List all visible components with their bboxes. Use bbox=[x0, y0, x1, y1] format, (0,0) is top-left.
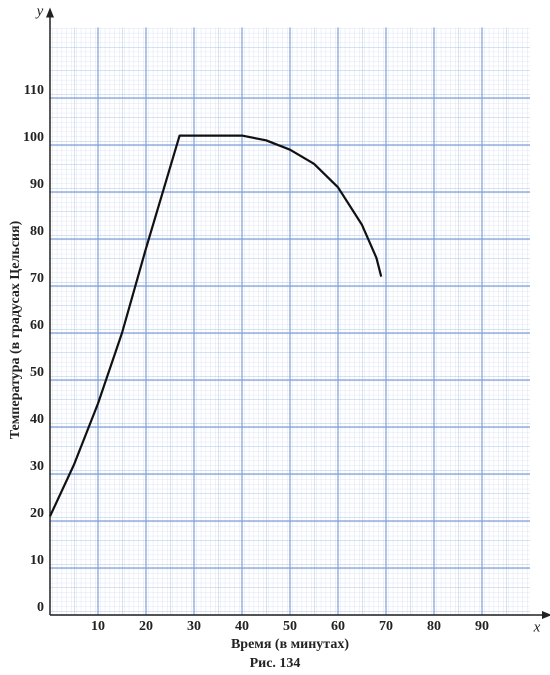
y-tick-label: 10 bbox=[30, 553, 44, 568]
x-tick-label: 70 bbox=[379, 619, 393, 634]
x-axis-label: Время (в минутах) bbox=[231, 637, 349, 652]
y-tick-label: 70 bbox=[30, 271, 44, 286]
y-tick-label: 20 bbox=[30, 506, 44, 521]
y-tick-label: 100 bbox=[23, 130, 44, 145]
caption: Рис. 134 bbox=[250, 656, 301, 671]
y-tick-label: 30 bbox=[30, 459, 44, 474]
y-arrow bbox=[46, 7, 54, 18]
x-arrow bbox=[542, 611, 550, 619]
y-tick-label: 60 bbox=[30, 318, 44, 333]
y-tick-label: 110 bbox=[24, 83, 44, 98]
x-tick-label: 20 bbox=[139, 619, 153, 634]
x-tick-label: 50 bbox=[283, 619, 297, 634]
x-tick-label: 90 bbox=[475, 619, 489, 634]
y-tick-label: 0 bbox=[37, 600, 44, 615]
y-tick-label: 50 bbox=[30, 365, 44, 380]
x-tick-label: 80 bbox=[427, 619, 441, 634]
y-axis-label: Температура (в градусах Цельсия) bbox=[8, 220, 23, 439]
y-tick-label: 80 bbox=[30, 224, 44, 239]
data-line bbox=[49, 134, 383, 517]
x-tick-label: 30 bbox=[187, 619, 201, 634]
x-tick-label: 60 bbox=[331, 619, 345, 634]
x-tick-label: 10 bbox=[91, 619, 105, 634]
y-tick-label: 90 bbox=[30, 177, 44, 192]
y-tick-label: 40 bbox=[30, 412, 44, 427]
y-axis-name: y bbox=[35, 3, 44, 19]
x-axis-name: x bbox=[533, 619, 541, 635]
x-tick-label: 40 bbox=[235, 619, 249, 634]
